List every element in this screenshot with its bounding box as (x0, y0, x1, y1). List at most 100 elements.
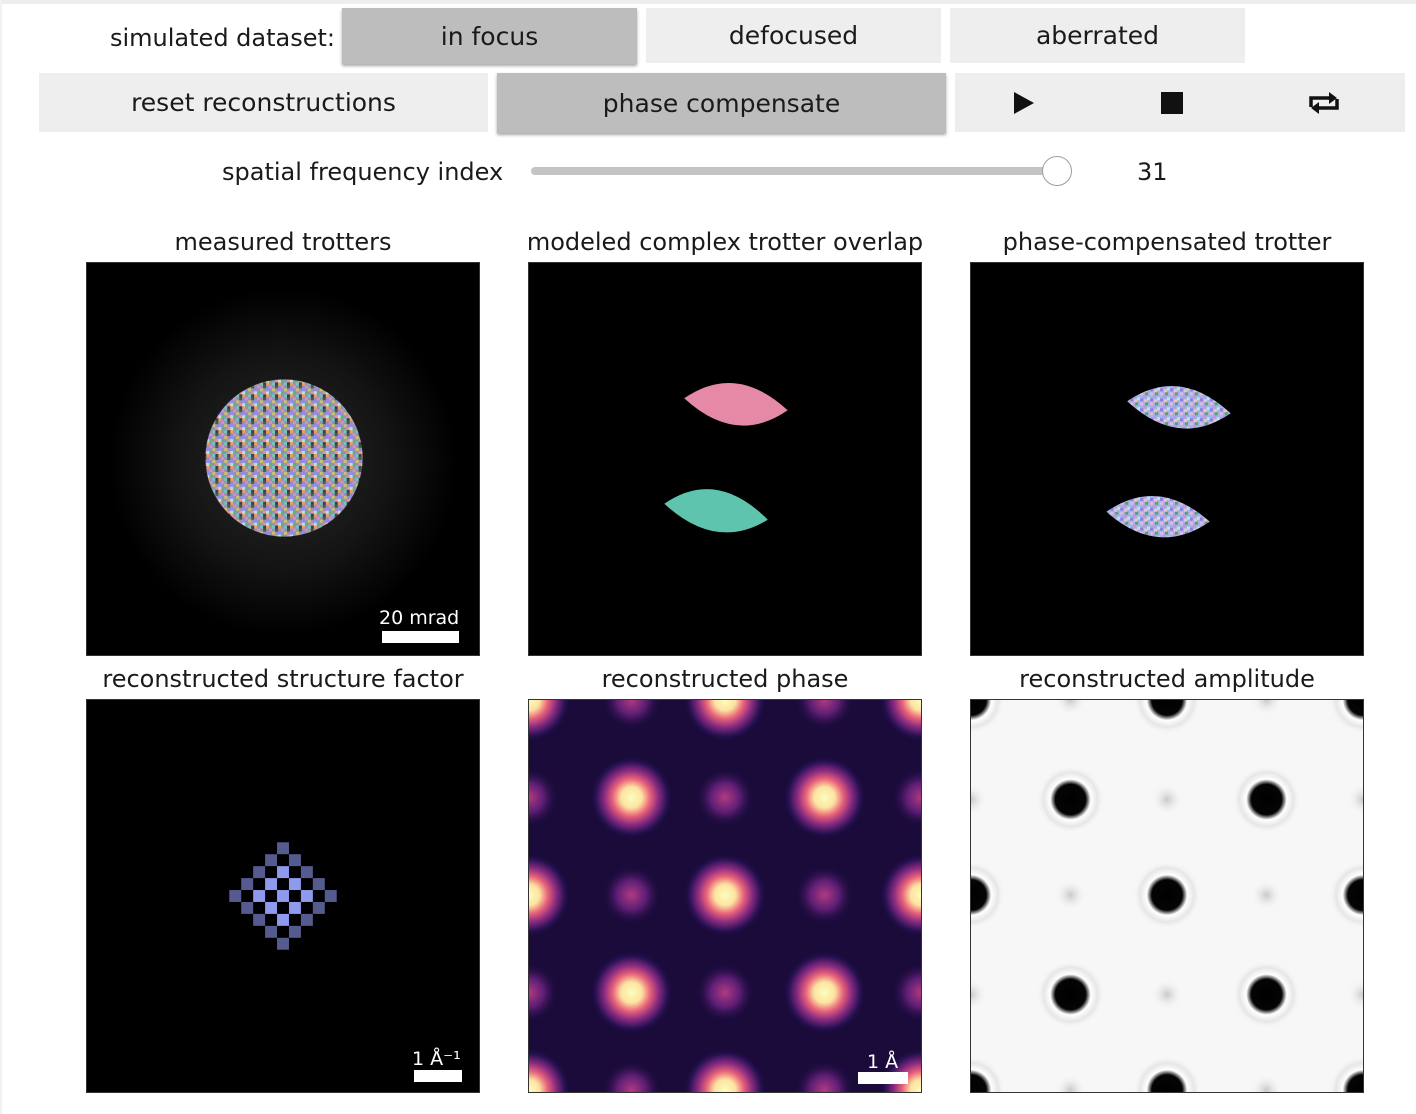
phase-bright-spot (683, 1048, 767, 1092)
structure-factor-cell (277, 866, 289, 879)
panel-title-structure: reconstructed structure factor (102, 665, 464, 693)
stop-icon[interactable] (1145, 83, 1200, 123)
amplitude-dark-spot (1329, 861, 1363, 929)
phase-bright-spot (782, 755, 867, 840)
structure-factor-cell (265, 854, 278, 867)
phase-compensate-button[interactable]: phase compensate (497, 73, 946, 133)
dataset-button-defocused[interactable]: defocused (646, 8, 941, 63)
amplitude-dark-spot (971, 700, 1005, 734)
amplitude-dark-spot (1329, 700, 1363, 734)
trotter-teal (664, 489, 768, 533)
modeled-overlap-svg (664, 382, 788, 533)
amplitude-dark-spot (1036, 765, 1105, 834)
phase-compensated-image (970, 262, 1364, 656)
amplitude-gray-spot (971, 978, 987, 1011)
dataset-label: simulated dataset: (110, 24, 335, 52)
dataset-button-in-focus[interactable]: in focus (342, 8, 637, 64)
structure-factor-cell (265, 878, 278, 891)
amplitude-gray-spot (1347, 783, 1363, 816)
phase-mid-spot (695, 767, 755, 828)
phase-mid-spot (794, 1060, 855, 1092)
playback-controls (955, 73, 1405, 132)
panel-title-measured: measured trotters (174, 228, 392, 256)
panel-title-modeled: modeled complex trotter overlap (526, 228, 924, 256)
structure-factor-cell (253, 890, 266, 902)
phase-mid-spot (891, 962, 921, 1023)
loop-icon[interactable] (1295, 83, 1350, 123)
reconstructed-phase-svg (529, 700, 921, 1092)
phase-bright-spot (782, 950, 867, 1035)
structure-factor-cell (265, 925, 278, 938)
amplitude-gray-spot (1250, 700, 1283, 716)
structure-factor-cell (300, 866, 313, 879)
slider-value: 31 (1137, 158, 1168, 186)
structure-factor-cell (241, 901, 254, 914)
phase-compensated-svg (1106, 385, 1231, 538)
phase-mid-spot (529, 962, 559, 1023)
structure-factor-cell (324, 890, 337, 902)
amplitude-gray-spot (1054, 700, 1087, 716)
trotter-pink (684, 382, 788, 426)
scalebar-inverse-angstrom (414, 1070, 462, 1082)
amplitude-dark-spot (1232, 765, 1301, 834)
measured-trotters-svg (108, 287, 458, 637)
dataset-button-aberrated[interactable]: aberrated (950, 8, 1245, 63)
structure-factor-cell (300, 913, 313, 926)
structure-factor-cell (277, 937, 289, 950)
structure-factor-cell (241, 878, 254, 891)
phase-mid-spot (891, 767, 921, 828)
structure-factor-cell (312, 901, 325, 914)
scalebar-label-inverse-angstrom: 1 Å⁻¹ (412, 1048, 461, 1070)
panel-title-compensated: phase-compensated trotter (1002, 228, 1332, 256)
amplitude-gray-spot (1054, 879, 1087, 911)
play-icon[interactable] (995, 83, 1053, 123)
structure-factor-cell (253, 866, 266, 879)
compensated-trotter-lower (1106, 496, 1210, 538)
phase-mid-spot (601, 865, 662, 925)
amplitude-dark-spot (971, 1056, 1005, 1092)
reconstructed-amplitude-image (970, 699, 1364, 1093)
amplitude-dark-spot (971, 861, 1005, 929)
amplitude-dark-spot (1329, 1056, 1363, 1092)
phase-bright-spot (529, 1048, 571, 1092)
amplitude-dark-spot (1133, 700, 1201, 734)
left-border (0, 0, 2, 1114)
amplitude-gray-spot (1151, 783, 1183, 816)
structure-factor-cell (265, 901, 278, 914)
structure-factor-cell (277, 913, 289, 926)
amplitude-gray-spot (971, 783, 987, 816)
slider-handle[interactable] (1042, 156, 1072, 186)
amplitude-gray-spot (1250, 1074, 1283, 1092)
phase-bright-spot (589, 755, 674, 840)
amplitude-gray-spot (1347, 978, 1363, 1011)
structure-factor-cell (288, 925, 301, 938)
structure-factor-cell (288, 878, 301, 891)
phase-bright-spot (683, 700, 767, 742)
amplitude-gray-spot (1250, 879, 1283, 911)
phase-mid-spot (601, 1060, 662, 1092)
phase-bright-spot (529, 853, 571, 937)
amplitude-dark-spot (1133, 861, 1201, 929)
scalebar-label-mrad: 20 mrad (379, 607, 460, 629)
structure-factor-cell (277, 842, 289, 855)
phase-bright-spot (683, 853, 767, 937)
phase-mid-spot (529, 767, 559, 828)
measured-trotters-image: 20 mrad (86, 262, 480, 656)
phase-mid-spot (601, 700, 662, 730)
amplitude-dark-spot (1133, 1056, 1201, 1092)
spatial-frequency-slider[interactable] (531, 167, 1061, 175)
scalebar-label-angstrom: 1 Å (867, 1051, 899, 1073)
amplitude-dark-spot (1232, 960, 1301, 1029)
slider-label: spatial frequency index (222, 158, 504, 186)
panel-title-amplitude: reconstructed amplitude (1019, 665, 1315, 693)
compensated-trotter-upper (1127, 385, 1231, 429)
reset-reconstructions-button[interactable]: reset reconstructions (39, 73, 488, 132)
phase-bright-spot (529, 700, 571, 742)
scalebar-mrad (382, 631, 459, 643)
top-border (0, 0, 1416, 4)
structure-factor-cell (288, 901, 301, 914)
phase-mid-spot (794, 865, 855, 925)
amplitude-dark-spot (1036, 960, 1105, 1029)
phase-bright-spot (589, 950, 674, 1035)
phase-bright-spot (879, 700, 921, 742)
